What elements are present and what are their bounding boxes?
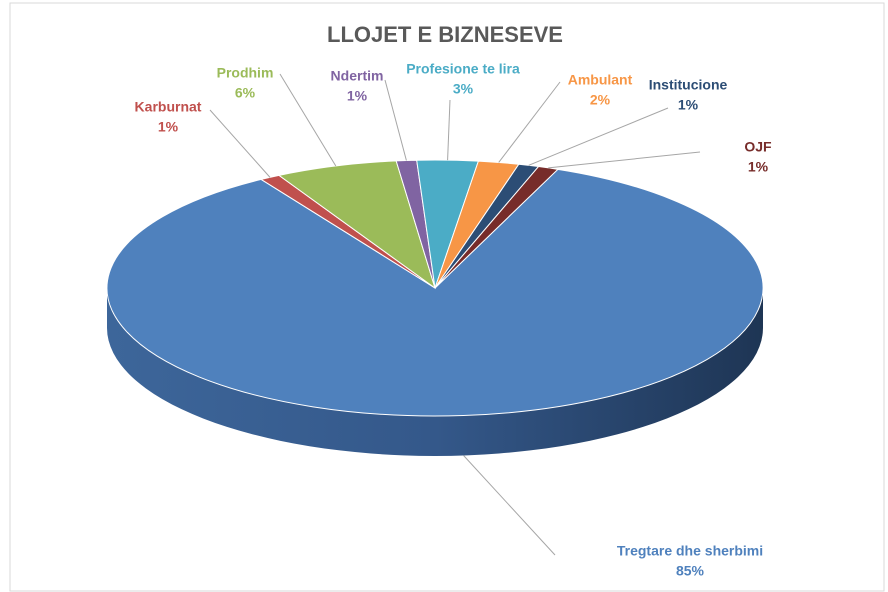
data-label-value: 1% xyxy=(748,159,769,175)
data-label-value: 1% xyxy=(678,97,699,113)
leader-line xyxy=(463,455,556,556)
data-label-name: Institucione xyxy=(649,77,728,93)
data-label-name: Profesione te lira xyxy=(406,61,520,77)
data-label-name: Prodhim xyxy=(217,65,274,81)
data-label-name: Ambulant xyxy=(568,72,633,88)
leader-line xyxy=(498,81,561,163)
slice-side xyxy=(107,288,763,456)
data-label-name: OJF xyxy=(744,139,772,155)
data-label-name: Ndertim xyxy=(331,68,384,84)
data-label-value: 3% xyxy=(453,81,474,97)
data-label-value: 85% xyxy=(676,563,705,579)
data-label-name: Tregtare dhe sherbimi xyxy=(617,543,763,559)
chart-title: LLOJET E BIZNESEVE xyxy=(327,22,563,47)
slice xyxy=(277,160,436,290)
slice xyxy=(106,168,764,417)
leader-line xyxy=(279,73,337,167)
data-label-value: 2% xyxy=(590,92,611,108)
leader-line xyxy=(528,107,669,166)
leader-line xyxy=(548,151,701,169)
leader-line xyxy=(384,79,407,161)
leader-line xyxy=(209,109,271,178)
data-label-name: Karburnat xyxy=(135,99,202,115)
leader-line xyxy=(447,99,451,161)
data-label-value: 6% xyxy=(235,85,256,101)
data-label-value: 1% xyxy=(347,88,368,104)
data-label-value: 1% xyxy=(158,119,179,135)
